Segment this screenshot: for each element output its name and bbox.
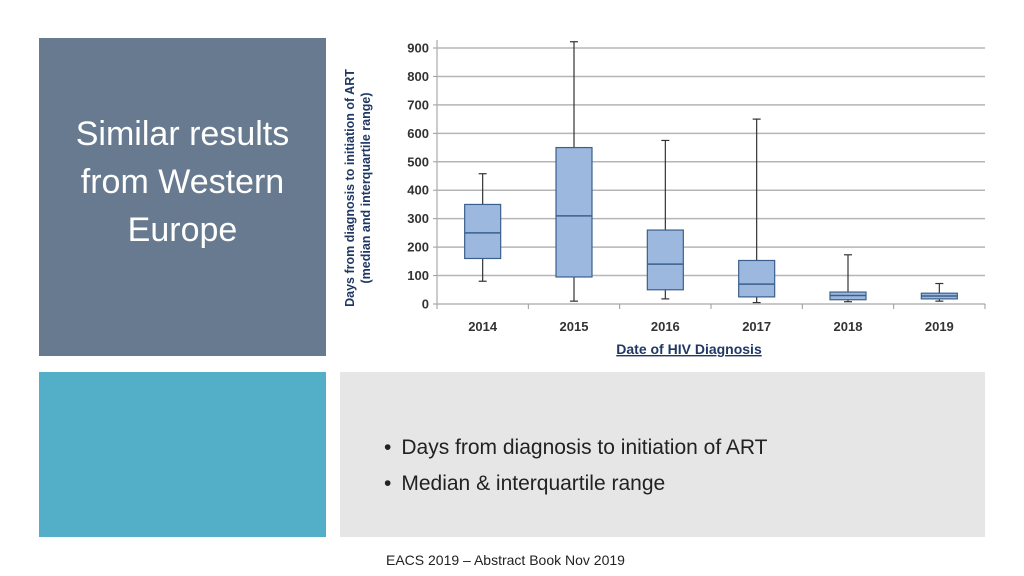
bullet-list: Days from diagnosis to initiation of ART… — [384, 430, 767, 502]
y-axis-label-line1: Days from diagnosis to initiation of ART — [343, 69, 357, 307]
x-tick-label: 2018 — [834, 319, 863, 334]
x-tick-label: 2015 — [560, 319, 589, 334]
y-tick-label: 200 — [407, 240, 429, 255]
box-plot-chart: 0 100 200 300 400 500 600 700 800 900 2014 2015 201… — [340, 30, 990, 365]
bullet-item: Days from diagnosis to initiation of ART — [384, 430, 767, 466]
iqr-box — [555, 146, 593, 278]
x-tick-labels: 2014 2015 2016 2017 2018 2019 — [468, 319, 954, 334]
iqr-box — [738, 259, 776, 298]
y-tick-label: 300 — [407, 211, 429, 226]
y-tick-labels: 0 100 200 300 400 500 600 700 800 900 — [407, 41, 429, 312]
x-tick-label: 2019 — [925, 319, 954, 334]
y-tick-label: 900 — [407, 41, 429, 56]
title-panel: Similar results from Western Europe — [39, 38, 326, 356]
y-tick-label: 800 — [407, 69, 429, 84]
y-tick-label: 500 — [407, 154, 429, 169]
chart-boxes — [464, 41, 958, 304]
bullet-panel: Days from diagnosis to initiation of ART… — [340, 372, 985, 537]
iqr-box — [464, 203, 502, 260]
y-tick-label: 400 — [407, 183, 429, 198]
box-2014 — [464, 173, 502, 282]
y-tick-label: 100 — [407, 268, 429, 283]
y-tick-label: 700 — [407, 97, 429, 112]
bullet-item: Median & interquartile range — [384, 466, 767, 502]
box-2018 — [829, 254, 867, 303]
slide-title: Similar results from Western Europe — [75, 115, 290, 249]
y-tick-label: 0 — [422, 297, 429, 312]
box-2015 — [555, 41, 593, 302]
box-2017 — [738, 118, 776, 304]
x-tick-label: 2017 — [742, 319, 771, 334]
x-tick-label: 2014 — [468, 319, 498, 334]
x-tick-label: 2016 — [651, 319, 680, 334]
iqr-box — [646, 229, 684, 291]
teal-accent-panel — [39, 372, 326, 537]
footer-citation: EACS 2019 – Abstract Book Nov 2019 — [386, 552, 625, 568]
y-axis-label-line2: (median and interquartile range) — [359, 92, 373, 283]
box-2019 — [920, 282, 958, 302]
chart-grid — [433, 40, 986, 309]
box-2016 — [646, 139, 684, 300]
y-tick-label: 600 — [407, 126, 429, 141]
x-axis-label: Date of HIV Diagnosis — [616, 341, 762, 357]
